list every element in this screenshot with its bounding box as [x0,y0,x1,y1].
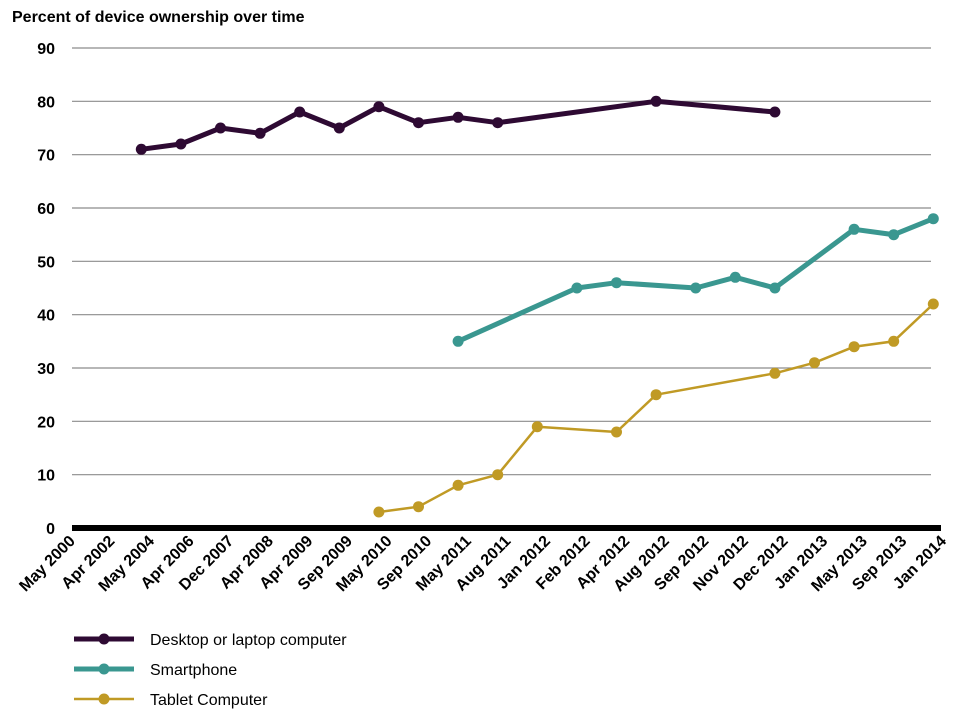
data-point [888,335,900,347]
data-point [492,469,504,481]
data-point [888,229,900,241]
data-point [848,223,860,235]
data-point [650,95,662,107]
y-tick-label: 70 [37,148,55,165]
data-point [452,479,464,491]
legend-label: Desktop or laptop computer [150,632,347,649]
legend-item: Tablet Computer [74,692,268,709]
data-point [611,277,622,289]
data-point [611,426,622,438]
data-point [373,101,385,113]
data-point [769,282,781,294]
data-point [927,213,939,225]
y-tick-label: 50 [37,254,55,271]
series-2 [452,213,939,347]
series-line [138,98,778,152]
y-tick-label: 60 [37,201,55,218]
data-point [690,282,702,294]
y-tick-label: 40 [37,308,55,325]
gridlines [72,47,931,476]
legend-swatch-marker [98,663,110,675]
chart-title: Percent of device ownership over time [12,9,305,26]
data-point [413,501,424,513]
legend-item: Desktop or laptop computer [74,632,347,649]
data-point [492,117,504,129]
data-point [333,122,345,134]
y-tick-label: 0 [46,521,55,538]
series-line [377,302,935,514]
data-point [135,143,147,155]
data-point [848,341,860,353]
data-point [769,106,781,118]
data-point [729,271,741,283]
y-tick-label: 20 [37,414,55,431]
legend-item: Smartphone [74,662,237,679]
data-point [215,122,226,134]
data-point [809,357,820,369]
legend: Desktop or laptop computer Smartphone Tabl… [74,632,347,709]
legend-swatch-marker [98,693,110,705]
y-tick-label: 90 [37,41,55,58]
series-1 [135,95,781,155]
y-tick-label: 10 [37,468,55,485]
y-tick-label: 30 [37,361,55,378]
data-point [927,298,939,310]
legend-label: Tablet Computer [150,692,268,709]
data-point [452,111,464,123]
y-tick-label: 80 [37,94,55,111]
data-point [650,389,662,401]
data-point [254,127,266,139]
series-lines [135,95,939,518]
data-point [452,335,464,347]
series-line [455,216,936,344]
data-point [531,421,543,433]
data-point [373,506,385,518]
series-3 [373,298,939,518]
data-point [413,117,424,129]
data-point [294,106,306,118]
legend-swatch-marker [98,633,110,645]
legend-label: Smartphone [150,662,237,679]
data-point [769,367,781,379]
data-point [175,138,187,150]
data-point [571,282,583,294]
